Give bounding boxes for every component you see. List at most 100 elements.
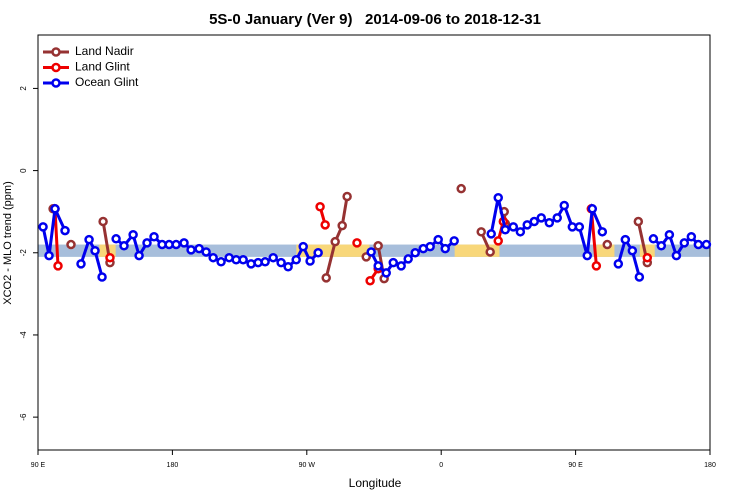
y-axis-label: XCO2 - MLO trend (ppm) [2, 181, 14, 304]
point [44, 250, 54, 261]
point [485, 247, 495, 257]
point [321, 273, 331, 283]
point [679, 238, 690, 248]
point [53, 261, 63, 271]
point [602, 239, 613, 250]
point [522, 220, 532, 230]
point [493, 192, 503, 203]
point [119, 241, 129, 251]
point [105, 252, 115, 263]
point [60, 225, 70, 236]
point [128, 229, 138, 240]
point [373, 261, 383, 271]
point [313, 248, 323, 258]
point [396, 261, 406, 271]
point [500, 225, 511, 235]
point [315, 202, 325, 212]
point [671, 250, 682, 261]
point [111, 234, 121, 244]
point [486, 229, 496, 239]
point [634, 272, 645, 282]
point [515, 227, 526, 237]
point [587, 204, 598, 214]
point [373, 241, 383, 251]
point [508, 222, 519, 232]
point [337, 220, 347, 231]
point [701, 239, 712, 250]
point [365, 275, 375, 286]
point [90, 245, 100, 256]
legend-label: Ocean Glint [75, 75, 139, 89]
point [582, 250, 592, 261]
x-tick-label: 180 [704, 462, 716, 469]
point [493, 236, 503, 246]
point [171, 239, 181, 250]
point [330, 236, 340, 247]
point [536, 213, 547, 223]
point [142, 238, 152, 248]
point [656, 241, 667, 251]
point [320, 220, 330, 230]
point [186, 245, 196, 255]
point [76, 259, 86, 269]
point [98, 216, 108, 227]
legend-label: Land Nadir [75, 44, 134, 58]
point [208, 252, 218, 263]
point [216, 257, 226, 267]
x-tick-label: 180 [167, 462, 179, 469]
point [613, 259, 624, 269]
y-tick-label: -4 [19, 331, 28, 339]
point [449, 236, 459, 246]
point [134, 250, 144, 261]
point [201, 247, 211, 257]
point [381, 268, 391, 278]
point [440, 243, 450, 254]
y-tick-label: 0 [19, 168, 28, 173]
point [456, 183, 466, 194]
x-tick-label: 90 W [299, 462, 316, 469]
point [260, 257, 270, 267]
point [664, 229, 675, 240]
legend-label: Land Glint [75, 60, 130, 74]
point [50, 204, 60, 214]
point [291, 255, 301, 265]
point [194, 243, 204, 254]
point [298, 241, 308, 252]
point [97, 272, 107, 282]
legend-marker [51, 78, 61, 88]
point [633, 216, 644, 227]
point [620, 234, 631, 245]
point [366, 247, 376, 257]
point [84, 234, 94, 245]
point [552, 213, 562, 223]
point [238, 255, 248, 265]
point [425, 241, 435, 252]
point [642, 252, 653, 263]
point [388, 257, 399, 268]
point [476, 227, 486, 237]
y-tick-label: -6 [19, 413, 28, 421]
x-tick-label: 90 E [568, 462, 583, 469]
point [283, 261, 293, 272]
point [544, 218, 555, 228]
chart-title: 5S-0 January (Ver 9) 2014-09-06 to 2018-… [209, 11, 541, 28]
point [559, 200, 570, 211]
y-tick-label: 2 [19, 86, 28, 91]
point [305, 256, 315, 266]
point [433, 234, 443, 245]
point [597, 227, 608, 237]
point [693, 239, 704, 250]
point [149, 231, 159, 242]
point [574, 222, 585, 232]
point [38, 222, 48, 232]
point [686, 231, 697, 242]
point [352, 238, 362, 248]
point [648, 234, 659, 244]
y-tick-label: -2 [19, 249, 28, 257]
legend-marker [51, 62, 61, 73]
point [627, 245, 638, 256]
x-tick-label: 90 E [31, 462, 46, 469]
point [179, 238, 189, 248]
x-tick-label: 0 [439, 462, 443, 469]
